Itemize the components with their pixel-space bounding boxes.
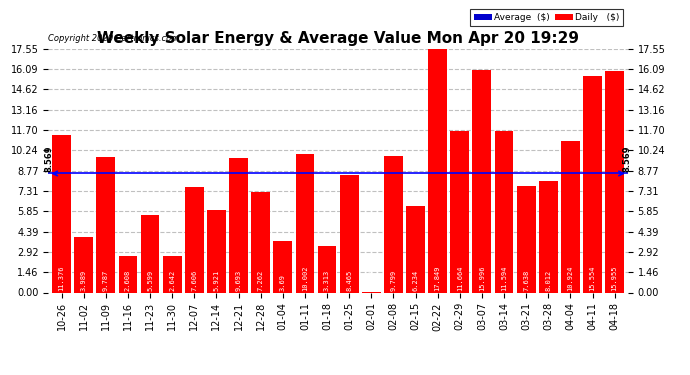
Bar xyxy=(561,141,580,292)
Bar xyxy=(605,71,624,292)
Text: 9.693: 9.693 xyxy=(235,270,242,291)
Title: Weekly Solar Energy & Average Value Mon Apr 20 19:29: Weekly Solar Energy & Average Value Mon … xyxy=(97,31,579,46)
Text: 9.787: 9.787 xyxy=(103,270,109,291)
Text: 8.465: 8.465 xyxy=(346,270,352,291)
Bar xyxy=(119,256,137,292)
Bar xyxy=(384,156,403,292)
Bar xyxy=(517,186,535,292)
Bar xyxy=(583,76,602,292)
Text: 15.554: 15.554 xyxy=(589,266,595,291)
Text: 6.234: 6.234 xyxy=(413,270,419,291)
Bar xyxy=(251,192,270,292)
Bar xyxy=(52,135,71,292)
Text: 8.012: 8.012 xyxy=(545,270,551,291)
Bar xyxy=(273,241,292,292)
Text: 5.599: 5.599 xyxy=(147,270,153,291)
Text: 3.313: 3.313 xyxy=(324,270,330,291)
Text: 2.642: 2.642 xyxy=(169,270,175,291)
Bar xyxy=(339,175,359,292)
Text: 10.002: 10.002 xyxy=(302,266,308,291)
Text: 2.608: 2.608 xyxy=(125,270,131,291)
Bar xyxy=(451,130,469,292)
Text: 7.262: 7.262 xyxy=(257,270,264,291)
Bar xyxy=(406,206,425,292)
Bar xyxy=(185,187,204,292)
Bar xyxy=(473,70,491,292)
Text: 0.008: 0.008 xyxy=(368,270,374,291)
Text: 11.376: 11.376 xyxy=(59,266,65,291)
Text: 17.849: 17.849 xyxy=(435,266,441,291)
Bar xyxy=(295,154,315,292)
Bar xyxy=(229,158,248,292)
Text: 9.799: 9.799 xyxy=(391,270,397,291)
Bar xyxy=(75,237,93,292)
Legend: Average  ($), Daily   ($): Average ($), Daily ($) xyxy=(470,9,623,26)
Bar xyxy=(163,256,181,292)
Text: 11.664: 11.664 xyxy=(457,266,463,291)
Text: 3.69: 3.69 xyxy=(279,274,286,291)
Text: 11.594: 11.594 xyxy=(501,266,507,291)
Text: Copyright 2020 Cartronics.com: Copyright 2020 Cartronics.com xyxy=(48,34,179,43)
Text: 5.921: 5.921 xyxy=(213,270,219,291)
Bar xyxy=(539,181,558,292)
Bar xyxy=(141,215,159,292)
Text: 15.996: 15.996 xyxy=(479,266,485,291)
Bar xyxy=(207,210,226,292)
Bar xyxy=(97,157,115,292)
Bar xyxy=(317,246,337,292)
Text: 7.638: 7.638 xyxy=(523,270,529,291)
Text: 3.989: 3.989 xyxy=(81,270,87,291)
Text: 15.955: 15.955 xyxy=(611,266,618,291)
Bar xyxy=(495,132,513,292)
Text: 10.924: 10.924 xyxy=(567,266,573,291)
Text: 8.569: 8.569 xyxy=(622,146,631,172)
Text: 7.606: 7.606 xyxy=(191,270,197,291)
Text: 8.569: 8.569 xyxy=(45,146,54,172)
Bar xyxy=(428,45,447,292)
